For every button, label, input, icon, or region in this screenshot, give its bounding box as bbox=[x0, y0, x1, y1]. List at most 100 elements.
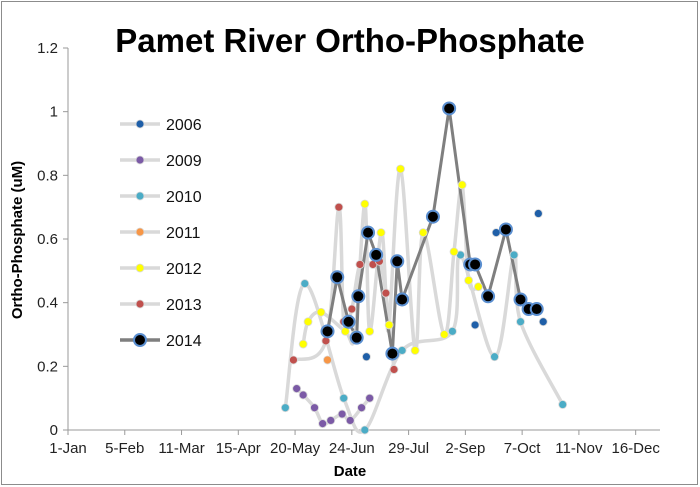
point-2012 bbox=[449, 247, 459, 257]
y-tick-label: 0.2 bbox=[37, 358, 58, 375]
point-2010 bbox=[509, 250, 519, 260]
point-2014 bbox=[351, 289, 366, 304]
y-axis-title: Ortho-Phosphate (uM) bbox=[9, 161, 26, 319]
x-tick-label: 24-Jun bbox=[329, 440, 375, 457]
point-2012 bbox=[457, 180, 467, 190]
point-2009 bbox=[337, 409, 347, 419]
point-2009 bbox=[318, 419, 328, 429]
x-tick-label: 16-Dec bbox=[611, 440, 660, 457]
x-tick-label: 20-May bbox=[270, 440, 321, 457]
legend-label-2011: 2011 bbox=[166, 225, 201, 242]
point-2012 bbox=[298, 339, 308, 349]
y-tick-label: 1 bbox=[50, 104, 58, 121]
point-2012 bbox=[439, 330, 449, 339]
point-2013 bbox=[381, 288, 391, 298]
x-tick-label: 11-Mar bbox=[158, 440, 204, 457]
point-2014 bbox=[468, 257, 483, 272]
point-2012 bbox=[376, 228, 386, 238]
point-2014 bbox=[498, 222, 513, 237]
point-2013 bbox=[355, 260, 365, 269]
point-2014 bbox=[513, 292, 528, 307]
point-2014 bbox=[442, 101, 457, 116]
point-2009 bbox=[326, 416, 336, 425]
point-2013 bbox=[347, 304, 357, 314]
x-ticks: 1-Jan 5-Feb 11-Mar 15-Apr 20-May 24-Jun 29-Jul… bbox=[49, 430, 660, 457]
point-2014 bbox=[330, 270, 345, 285]
series-layer bbox=[280, 101, 568, 435]
point-2012 bbox=[384, 320, 394, 330]
point-2009 bbox=[365, 393, 375, 403]
point-2012 bbox=[464, 275, 474, 285]
point-2010 bbox=[558, 400, 568, 409]
point-2010 bbox=[280, 403, 290, 413]
legend-marker-2011 bbox=[135, 227, 145, 237]
point-2014 bbox=[361, 225, 376, 240]
point-2014 bbox=[320, 324, 335, 339]
series-lines bbox=[283, 106, 565, 434]
point-2012 bbox=[360, 199, 370, 209]
point-2006 bbox=[362, 352, 371, 362]
x-tick-label: 15-Apr bbox=[216, 440, 261, 457]
point-2009 bbox=[357, 403, 366, 413]
point-2006 bbox=[533, 209, 543, 218]
point-2010 bbox=[490, 352, 499, 362]
legend-label-2006: 2006 bbox=[166, 117, 202, 134]
legend-label-2013: 2013 bbox=[166, 297, 202, 314]
x-tick-label: 5-Feb bbox=[105, 440, 144, 457]
point-2010 bbox=[339, 393, 349, 403]
point-2012 bbox=[418, 228, 428, 238]
point-2010 bbox=[516, 317, 525, 327]
point-2012 bbox=[316, 307, 326, 317]
point-2012 bbox=[396, 164, 405, 174]
x-tick-label: 11-Nov bbox=[555, 440, 603, 457]
point-2014 bbox=[385, 346, 400, 361]
series-markers bbox=[280, 101, 568, 435]
point-2009 bbox=[310, 403, 319, 413]
point-2014 bbox=[349, 330, 364, 345]
legend-marker-2013 bbox=[135, 299, 145, 309]
point-2006 bbox=[538, 317, 548, 327]
point-2012 bbox=[410, 346, 420, 355]
point-2011 bbox=[323, 355, 332, 365]
point-2009 bbox=[345, 416, 355, 425]
point-2014 bbox=[341, 314, 356, 329]
y-tick-label: 0.4 bbox=[37, 295, 58, 312]
legend: 2006 2009 2010 2011 2012 2013 2014 bbox=[120, 117, 202, 350]
chart-title: Pamet River Ortho-Phosphate bbox=[115, 22, 584, 59]
point-2014 bbox=[529, 302, 544, 317]
legend-marker-2009 bbox=[135, 155, 145, 165]
y-tick-label: 1.2 bbox=[37, 40, 58, 57]
legend-marker-2012 bbox=[135, 263, 145, 273]
point-2010 bbox=[447, 326, 457, 336]
point-2014 bbox=[395, 292, 410, 307]
point-2009 bbox=[292, 384, 302, 394]
point-2010 bbox=[300, 279, 310, 288]
point-2014 bbox=[390, 254, 405, 269]
point-2013 bbox=[289, 355, 298, 365]
point-2012 bbox=[473, 282, 483, 292]
legend-label-2012: 2012 bbox=[166, 261, 202, 278]
axes bbox=[67, 48, 660, 431]
point-2012 bbox=[303, 317, 313, 327]
x-tick-label: 2-Sep bbox=[445, 440, 485, 457]
point-2014 bbox=[481, 289, 496, 304]
legend-label-2009: 2009 bbox=[166, 153, 202, 170]
point-2013 bbox=[389, 365, 399, 374]
legend-label-2014: 2014 bbox=[166, 333, 202, 350]
point-2009 bbox=[298, 390, 308, 400]
point-2006 bbox=[470, 320, 480, 330]
x-axis-title: Date bbox=[334, 463, 367, 480]
x-tick-label: 1-Jan bbox=[49, 440, 87, 457]
legend-marker-2006 bbox=[135, 119, 145, 129]
legend-label-2010: 2010 bbox=[166, 189, 202, 206]
legend-marker-2010 bbox=[135, 191, 145, 201]
x-tick-label: 7-Oct bbox=[504, 440, 542, 457]
y-tick-label: 0.8 bbox=[37, 167, 58, 184]
x-tick-label: 29-Jul bbox=[388, 440, 429, 457]
y-tick-label: 0.6 bbox=[37, 231, 58, 248]
point-2013 bbox=[334, 202, 344, 212]
y-tick-label: 0 bbox=[50, 422, 58, 439]
point-2010 bbox=[360, 425, 370, 435]
